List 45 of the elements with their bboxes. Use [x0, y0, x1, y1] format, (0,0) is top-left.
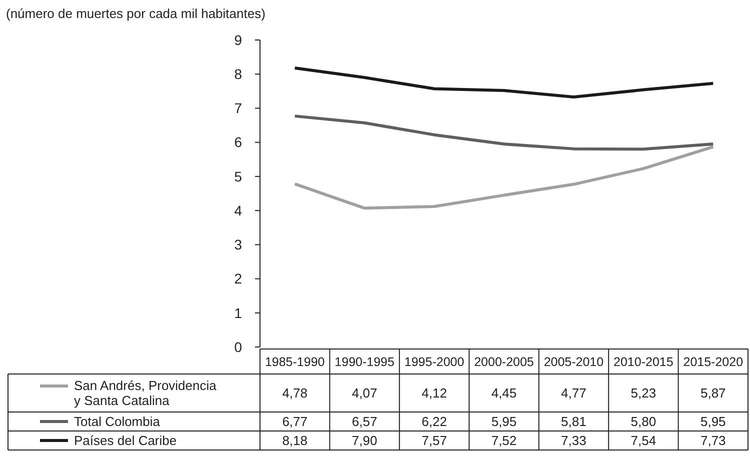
- x-tick-label: 1995-2000: [404, 354, 464, 369]
- data-label: 7,54: [630, 433, 656, 448]
- data-label: 5,87: [700, 386, 726, 401]
- y-tick-label: 6: [234, 134, 242, 150]
- legend-label: Total Colombia: [74, 414, 161, 430]
- x-tick-label: 2015-2020: [683, 354, 744, 369]
- data-label: 4,07: [352, 386, 378, 401]
- data-label: 5,95: [491, 414, 517, 430]
- y-tick-label: 3: [234, 236, 242, 253]
- data-label: 6,22: [422, 414, 447, 430]
- y-tick-label: 4: [234, 202, 242, 218]
- data-label: 7,73: [700, 433, 726, 448]
- y-tick-label: 0: [234, 338, 242, 355]
- legend-label: San Andrés, Providencia y Santa Catalina: [74, 378, 218, 408]
- x-tick-label: 2010-2015: [614, 354, 674, 369]
- line-series: [293, 114, 715, 151]
- line-series: [293, 66, 715, 98]
- data-label: 5,81: [561, 414, 586, 430]
- data-label: 8,18: [282, 433, 308, 448]
- data-label: 4,45: [491, 386, 517, 401]
- data-label: 4,12: [422, 386, 447, 401]
- x-tick-label: 1985-1990: [264, 354, 325, 369]
- data-label: 6,77: [282, 414, 308, 430]
- data-label: 7,52: [491, 433, 517, 448]
- text: (número de muertes por cada mil habitantes): [6, 6, 266, 21]
- y-tick-label: 9: [234, 32, 242, 48]
- x-tick-label: 2000-2005: [474, 354, 534, 369]
- y-tick-label: 7: [234, 100, 242, 116]
- y-tick-label: 1: [234, 304, 242, 321]
- x-tick-label: 1990-1995: [334, 354, 395, 369]
- line-series: [293, 145, 715, 210]
- x-tick-label: 2005-2010: [544, 354, 604, 369]
- data-label: 5,95: [700, 414, 726, 430]
- y-tick-label: 8: [234, 66, 242, 82]
- data-label: 7,33: [561, 433, 586, 448]
- y-tick-label: 5: [234, 168, 242, 184]
- legend-label: Países del Caribe: [74, 433, 177, 448]
- data-label: 5,23: [630, 386, 656, 401]
- data-label: 7,90: [352, 433, 378, 448]
- data-label: 5,80: [630, 414, 656, 430]
- data-label: 6,57: [352, 414, 378, 430]
- data-label: 4,77: [561, 386, 586, 401]
- y-tick-label: 2: [234, 270, 242, 287]
- data-label: 4,78: [282, 386, 308, 401]
- data-label: 7,57: [422, 433, 447, 448]
